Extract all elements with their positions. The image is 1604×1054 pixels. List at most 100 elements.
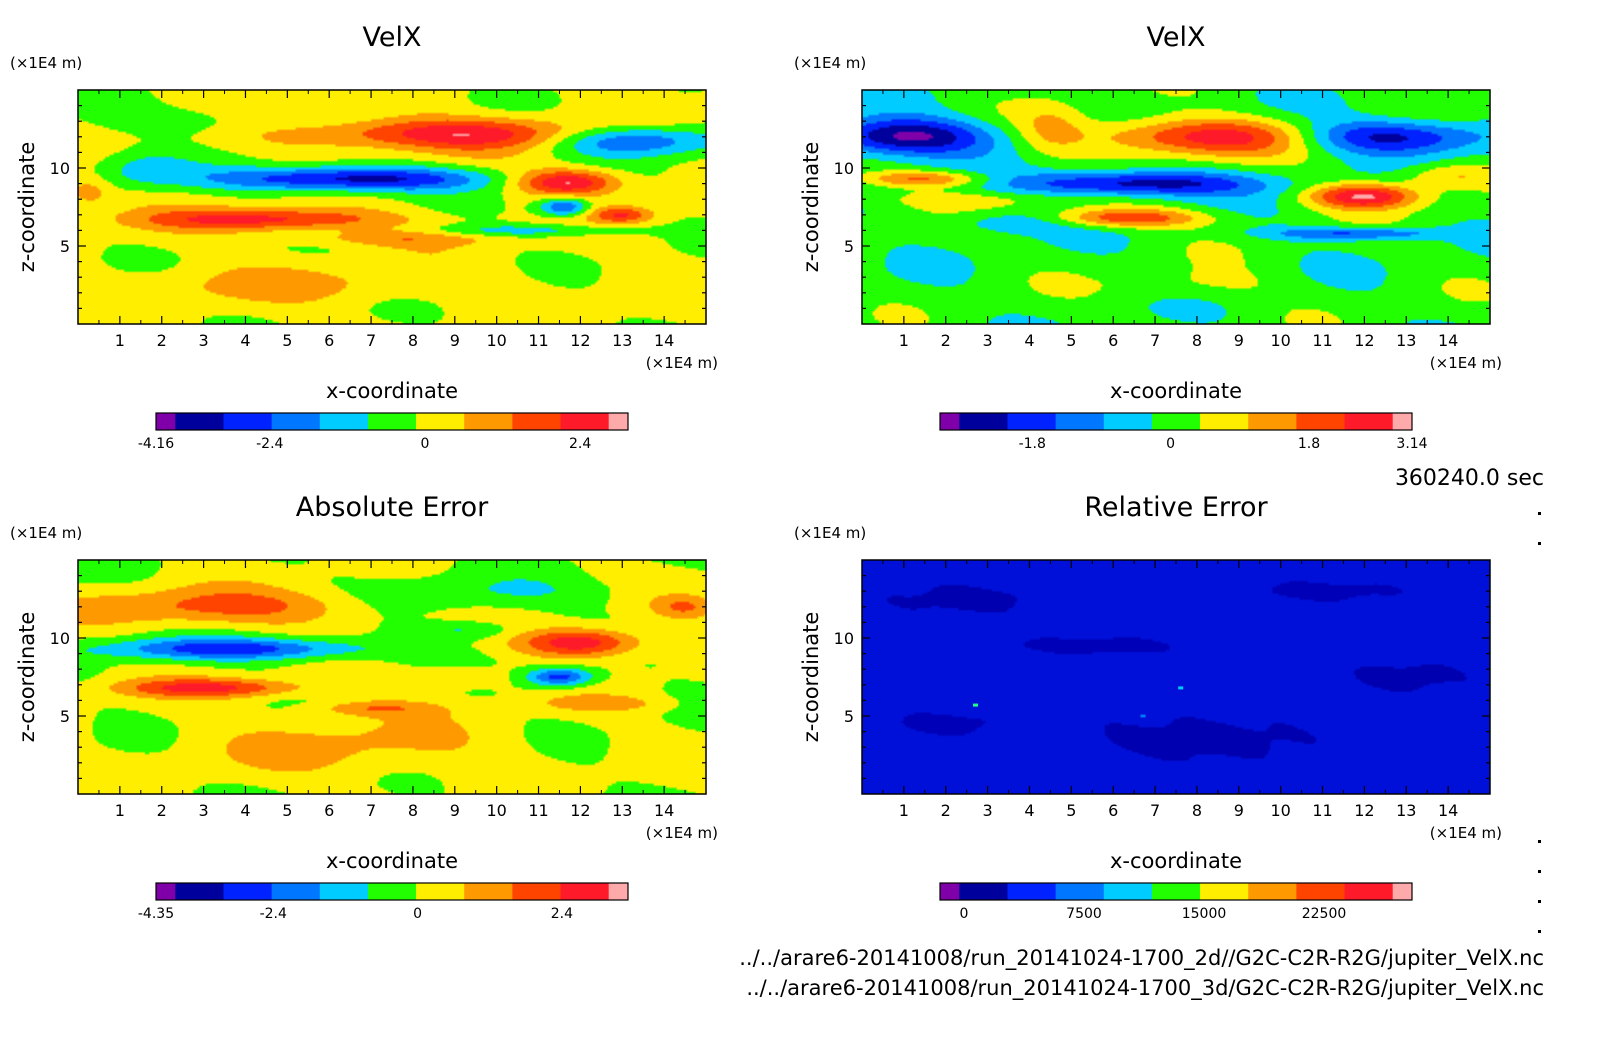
x-tick-label: 14	[1438, 801, 1458, 820]
colorbar-tick-label: 7500	[1066, 906, 1102, 922]
x-tick-label: 1	[899, 801, 909, 820]
colorbar-segment	[608, 883, 629, 900]
y-axis-label: z-coordinate	[799, 612, 823, 743]
x-tick-label: 11	[1312, 801, 1332, 820]
colorbar-segment	[1296, 413, 1346, 430]
colorbar-segment	[464, 413, 513, 430]
x-tick-label: 3	[983, 331, 993, 350]
x-tick-label: 7	[366, 801, 376, 820]
colorbar-segment	[560, 413, 610, 430]
chart-title: VelX	[1147, 22, 1206, 53]
colorbar-frame	[939, 882, 1413, 901]
colorbar-segment	[1007, 413, 1057, 430]
x-tick-label: 4	[240, 331, 250, 350]
colorbar-tick-label: -2.4	[256, 436, 283, 452]
x-tick-label: 8	[408, 801, 418, 820]
colorbar-segment	[1200, 413, 1249, 430]
x-axis-label: x-coordinate	[1110, 379, 1242, 403]
x-tick-label: 7	[1150, 331, 1160, 350]
decor-dot	[1538, 900, 1541, 903]
colorbar-frame	[939, 412, 1413, 431]
x-tick-label: 5	[1066, 801, 1076, 820]
x-tick-label: 5	[1066, 331, 1076, 350]
x-tick-label: 9	[1234, 331, 1244, 350]
colorbar-segment	[1055, 413, 1105, 430]
x-tick-label: 5	[282, 801, 292, 820]
colorbar-segment	[1103, 883, 1153, 900]
chart-title: Absolute Error	[296, 492, 489, 523]
y-tick-label: 5	[844, 237, 854, 256]
y-unit-label: (×1E4 m)	[10, 54, 82, 72]
heatmap-field	[78, 560, 706, 794]
x-unit-label: (×1E4 m)	[1430, 354, 1502, 372]
colorbar-segment	[1344, 883, 1394, 900]
file-path-2d: ../../arare6-20141008/run_20141024-1700_…	[739, 946, 1544, 970]
x-tick-label: 3	[983, 801, 993, 820]
colorbar-segment	[1200, 883, 1249, 900]
x-tick-label: 7	[1150, 801, 1160, 820]
x-tick-label: 13	[1396, 331, 1416, 350]
chart-absolute-error: Absolute Error (×1E4 m) 1 2 3 4 5 6 7 8 9 10 11 12 13 1…	[0, 470, 780, 950]
decor-dot	[1538, 542, 1541, 545]
colorbar-segment	[175, 413, 224, 430]
x-tick-label: 8	[1192, 801, 1202, 820]
y-tick-label: 5	[844, 707, 854, 726]
x-tick-label: 1	[115, 331, 125, 350]
colorbar-segment	[1103, 413, 1153, 430]
colorbar-tick-label: 2.4	[569, 436, 591, 452]
colorbar-tick-label: 0	[413, 906, 422, 922]
colorbar-segment	[156, 413, 176, 430]
chart-svg: Absolute Error(×1E4 m)1 2 3 4 5 6 7 8 9 10 11 12 13 1…	[10, 492, 718, 922]
colorbar-tick-label: 1.8	[1298, 436, 1320, 452]
y-tick-label: 10	[834, 159, 854, 178]
colorbar-segment	[175, 883, 224, 900]
x-tick-label: 11	[1312, 331, 1332, 350]
x-tick-label: 1	[115, 801, 125, 820]
decor-dot	[1538, 512, 1541, 515]
colorbar-segment	[940, 413, 960, 430]
x-tick-label: 13	[1396, 801, 1416, 820]
colorbar-segment	[512, 413, 562, 430]
colorbar-segment	[271, 413, 321, 430]
x-axis-label: x-coordinate	[326, 379, 458, 403]
colorbar-segment	[319, 413, 369, 430]
colorbar-segment	[1344, 413, 1394, 430]
x-tick-label: 14	[654, 331, 674, 350]
file-path-3d: ../../arare6-20141008/run_20141024-1700_…	[746, 976, 1544, 1000]
x-tick-label: 2	[157, 331, 167, 350]
colorbar-segment	[608, 413, 629, 430]
x-tick-label: 10	[486, 801, 506, 820]
colorbar-segment	[271, 883, 321, 900]
heatmap-speck	[973, 703, 979, 707]
chart-svg: VelX(×1E4 m)1 2 3 4 5 6 7 8 9 10 11 12 13 14510(×1E4 …	[10, 22, 718, 452]
x-axis-label: x-coordinate	[326, 849, 458, 873]
x-tick-label: 2	[941, 331, 951, 350]
decor-dot	[1538, 870, 1541, 873]
x-tick-label: 10	[1270, 801, 1290, 820]
x-tick-label: 3	[199, 801, 209, 820]
y-tick-label: 5	[60, 707, 70, 726]
x-tick-label: 2	[157, 801, 167, 820]
colorbar-segment	[512, 883, 562, 900]
x-tick-label: 6	[324, 801, 334, 820]
colorbar-segment	[1055, 883, 1105, 900]
x-unit-label: (×1E4 m)	[1430, 824, 1502, 842]
colorbar-tick-label: 15000	[1182, 906, 1227, 922]
colorbar-segment	[940, 883, 960, 900]
colorbar-segment	[959, 413, 1008, 430]
x-tick-label: 11	[528, 801, 548, 820]
colorbar-segment	[1007, 883, 1057, 900]
chart-title: Relative Error	[1084, 492, 1268, 523]
chart-relative-error: Relative Error (×1E4 m) 1 2 3 4 5 6 7 8 9 10 11 12 13 1…	[784, 470, 1564, 950]
y-unit-label: (×1E4 m)	[10, 524, 82, 542]
x-tick-label: 9	[450, 801, 460, 820]
y-axis-label: z-coordinate	[15, 612, 39, 743]
heatmap-field	[862, 90, 1490, 324]
colorbar-tick-label: 3.14	[1396, 436, 1427, 452]
x-tick-label: 6	[324, 331, 334, 350]
x-tick-label: 6	[1108, 801, 1118, 820]
colorbar-frame	[155, 882, 629, 901]
x-tick-label: 12	[1354, 331, 1374, 350]
colorbar-segment	[319, 883, 369, 900]
x-tick-label: 8	[1192, 331, 1202, 350]
